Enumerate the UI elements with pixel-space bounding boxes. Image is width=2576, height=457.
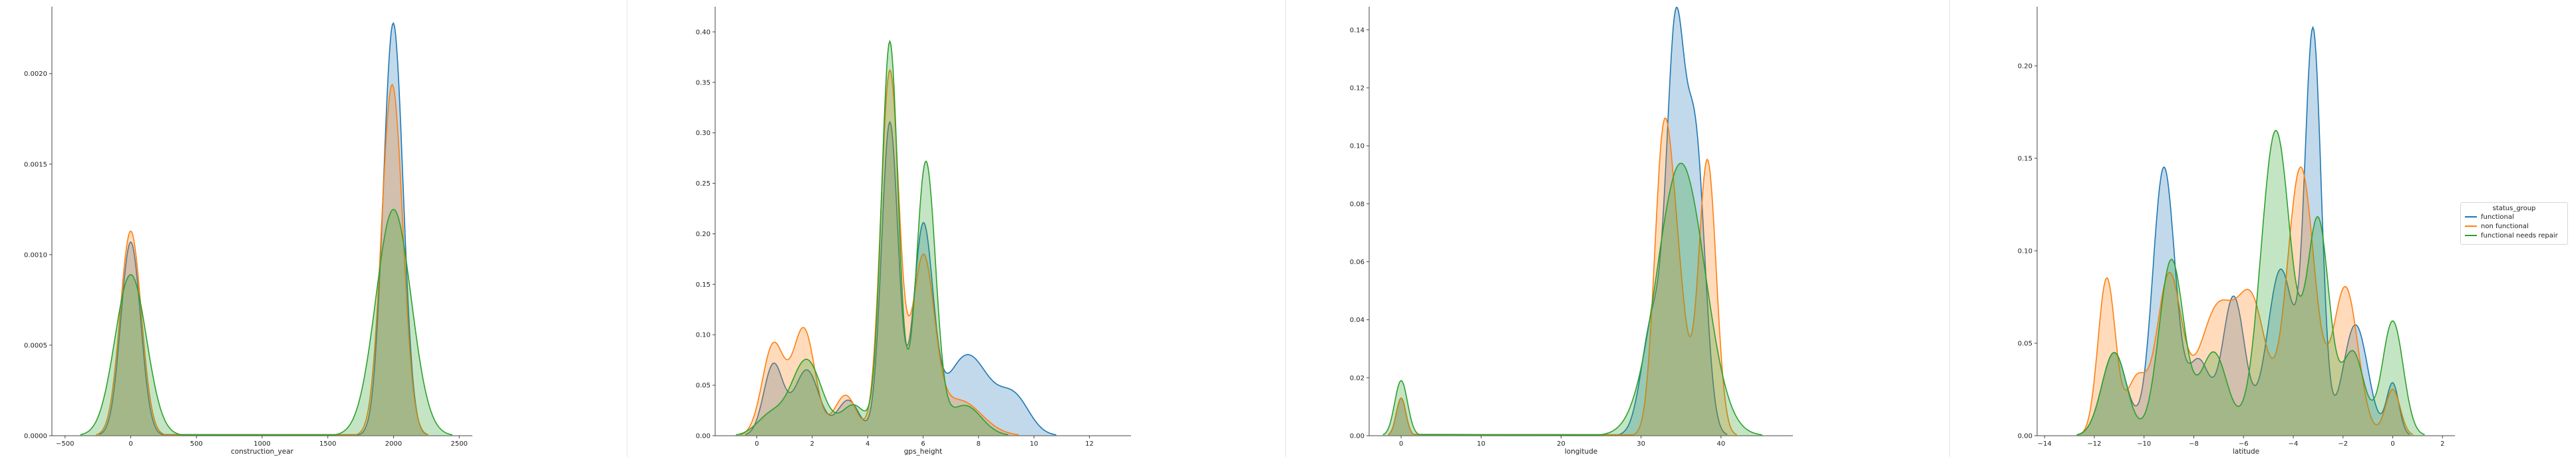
y-tick-label: 0.30 (696, 130, 711, 137)
y-tick-label: 0.00 (1350, 433, 1365, 440)
y-tick-label: 0.05 (696, 382, 711, 390)
density-line-functional (98, 22, 428, 436)
x-tick-label: −8 (2189, 440, 2199, 448)
x-tick-label: −4 (2289, 440, 2299, 448)
x-tick-label: 2500 (451, 440, 468, 448)
x-tick-label: 500 (190, 440, 203, 448)
density-area-non-functional (1388, 118, 1737, 436)
y-tick-label: 0.35 (696, 79, 711, 86)
legend-swatch-functional-needs-repair (2465, 235, 2477, 236)
x-tick-label: 40 (1716, 440, 1725, 448)
legend-item-functional-needs-repair: functional needs repair (2461, 231, 2567, 240)
density-line-functional (745, 120, 1056, 436)
y-tick-label: 0.10 (1350, 143, 1365, 150)
density-area-non-functional (96, 84, 428, 436)
y-tick-label: 0.08 (1350, 201, 1365, 208)
density-area-functional (1388, 7, 1728, 436)
x-tick-label: −14 (2038, 440, 2052, 448)
y-tick-label: 0.00 (2018, 433, 2032, 440)
x-tick-label: 20 (1557, 440, 1565, 448)
x-tick-label: 10 (1477, 440, 1486, 448)
y-tick-label: 0.04 (1350, 317, 1365, 324)
y-tick-label: 0.10 (696, 332, 711, 339)
legend-swatch-non-functional (2465, 226, 2477, 227)
y-tick-label: 0.0020 (24, 71, 47, 78)
legend-item-functional: functional (2461, 212, 2567, 222)
y-tick-label: 0.14 (1350, 27, 1365, 34)
y-tick-label: 0.05 (2018, 340, 2032, 347)
y-tick-label: 0.15 (2018, 155, 2032, 162)
y-tick-label: 0.10 (2018, 247, 2032, 255)
density-area-functional-needs-repair (1382, 163, 1762, 436)
x-axis-label: construction_year (231, 448, 294, 456)
x-tick-label: 1000 (253, 440, 270, 448)
panel-separator (1285, 0, 1286, 457)
x-tick-label: −500 (56, 440, 74, 448)
y-tick-label: 0.0010 (24, 251, 47, 259)
x-tick-label: 30 (1637, 440, 1645, 448)
density-line-non-functional (1388, 117, 1737, 436)
legend-item-non-functional: non functional (2461, 222, 2567, 231)
density-line-functional-needs-repair (1382, 162, 1762, 436)
x-tick-label: 0 (754, 440, 758, 448)
y-tick-label: 0.40 (696, 29, 711, 36)
x-tick-label: 0 (1399, 440, 1403, 448)
legend-label: non functional (2481, 222, 2529, 230)
y-tick-label: 0.20 (696, 231, 711, 238)
legend-swatch-functional (2465, 216, 2477, 218)
x-tick-label: −6 (2239, 440, 2249, 448)
x-tick-label: 12 (1085, 440, 1094, 448)
legend-title: status_group (2492, 205, 2536, 212)
density-line-functional-needs-repair (736, 39, 1009, 436)
y-tick-label: 0.25 (696, 180, 711, 188)
x-tick-label: 2 (2440, 440, 2444, 448)
x-axis-label: gps_height (904, 448, 943, 456)
y-tick-label: 0.06 (1350, 259, 1365, 266)
x-tick-label: −12 (2087, 440, 2101, 448)
x-axis-label: latitude (2233, 448, 2259, 456)
x-tick-label: 1500 (319, 440, 336, 448)
density-area-functional (99, 23, 428, 436)
legend-label: functional needs repair (2481, 231, 2558, 239)
y-tick-label: 0.00 (696, 433, 711, 440)
x-tick-label: 4 (866, 440, 870, 448)
density-area-non-functional (2078, 167, 2414, 436)
y-tick-label: 0.15 (696, 281, 711, 289)
x-tick-label: −2 (2338, 440, 2348, 448)
density-area-functional-needs-repair (2076, 130, 2425, 436)
x-tick-label: 2 (810, 440, 814, 448)
x-tick-label: −10 (2137, 440, 2151, 448)
panel-separator (1949, 0, 1950, 457)
density-area-functional (745, 122, 1056, 436)
x-axis-label: longitude (1565, 448, 1597, 456)
density-area-functional-needs-repair (80, 209, 452, 436)
x-tick-label: 2000 (385, 440, 402, 448)
y-tick-label: 0.0015 (24, 161, 47, 168)
x-tick-label: 8 (977, 440, 981, 448)
y-tick-label: 0.0005 (24, 342, 47, 349)
x-tick-label: 10 (1030, 440, 1039, 448)
y-tick-label: 0.02 (1350, 375, 1365, 382)
legend: status_group functional non functional f… (2460, 202, 2568, 245)
y-tick-label: 0.20 (2018, 63, 2032, 70)
density-line-functional-needs-repair (80, 208, 453, 436)
density-line-functional-needs-repair (2076, 130, 2425, 436)
x-tick-label: 0 (2390, 440, 2394, 448)
density-line-non-functional (96, 83, 428, 436)
legend-label: functional (2481, 213, 2514, 221)
x-tick-label: 6 (921, 440, 925, 448)
density-line-non-functional (2078, 166, 2414, 436)
y-tick-label: 0.12 (1350, 85, 1365, 92)
y-tick-label: 0.0000 (24, 433, 47, 440)
x-tick-label: 0 (128, 440, 132, 448)
